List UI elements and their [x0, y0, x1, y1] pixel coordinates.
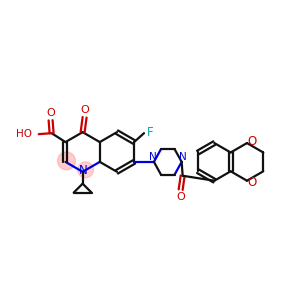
- Text: O: O: [247, 135, 256, 148]
- Circle shape: [78, 162, 94, 178]
- Text: N: N: [79, 164, 88, 177]
- Text: HO: HO: [16, 129, 32, 139]
- Text: O: O: [46, 108, 55, 118]
- Text: F: F: [147, 126, 153, 139]
- Text: N: N: [149, 152, 157, 162]
- Text: O: O: [176, 192, 185, 202]
- Text: O: O: [80, 105, 89, 116]
- Circle shape: [58, 152, 75, 170]
- Text: O: O: [247, 176, 256, 189]
- Text: N: N: [179, 152, 187, 162]
